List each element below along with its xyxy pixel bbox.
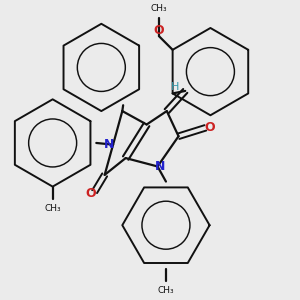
- Text: O: O: [86, 187, 96, 200]
- Text: H: H: [171, 82, 180, 92]
- Text: N: N: [104, 138, 115, 151]
- Text: CH₃: CH₃: [44, 204, 61, 213]
- Text: O: O: [154, 24, 164, 37]
- Text: CH₃: CH₃: [158, 286, 174, 296]
- Text: CH₃: CH₃: [151, 4, 167, 13]
- Text: N: N: [155, 160, 166, 173]
- Text: O: O: [204, 122, 215, 134]
